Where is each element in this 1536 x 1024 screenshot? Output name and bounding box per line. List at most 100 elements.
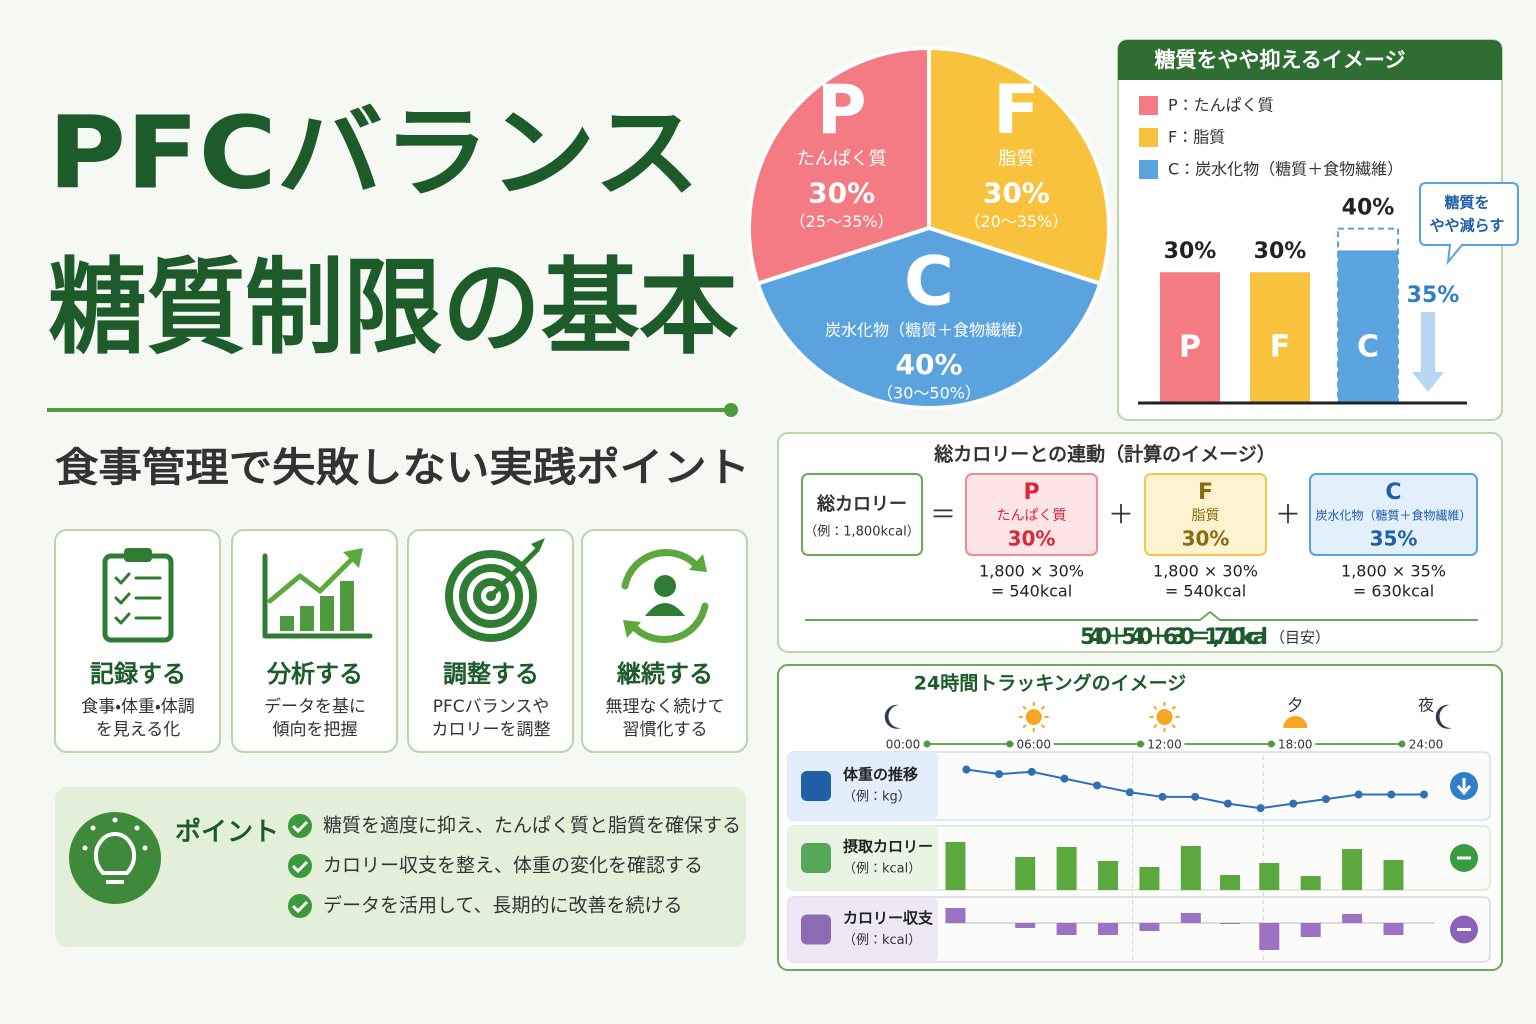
formula-result: = 540kcal [991, 582, 1072, 601]
step-text: 食事・体重・体調 [81, 697, 195, 717]
bar-category: P [1179, 330, 1201, 365]
row-label-bg [788, 897, 938, 962]
icon-cycle-head [689, 554, 707, 572]
panel-title: 総カロリーとの連動（計算のイメージ） [933, 443, 1275, 466]
row-name: 体重の推移 [843, 766, 918, 784]
total-example: （例：1,800kcal） [804, 525, 919, 540]
bar [1015, 857, 1036, 890]
bar [1342, 849, 1363, 890]
icon-moon [1435, 704, 1452, 729]
pie-range: （30〜50%） [877, 384, 981, 403]
step-title: 分析する [266, 660, 363, 688]
macro-box [965, 473, 1098, 556]
tick-dot [1006, 740, 1014, 748]
icon-check [114, 592, 131, 605]
bar [1342, 914, 1363, 923]
icon-moon [884, 704, 901, 729]
icon-sun [1025, 709, 1042, 725]
tick-label-bg [1144, 736, 1185, 752]
period-label: 夜 [1418, 696, 1434, 715]
legend-label: P：たんぱく質 [1168, 96, 1274, 115]
tick-dot [923, 740, 931, 748]
row-name: カロリー収支 [843, 909, 933, 927]
x-tick-label: 18:00 [1278, 738, 1313, 752]
step-text: 傾向を把握 [273, 720, 358, 740]
pie-name: 脂質 [998, 149, 1034, 170]
check-circle [288, 894, 312, 918]
subtitle: 食事管理で失敗しない実践ポイント [55, 445, 750, 491]
panel-header [1118, 40, 1502, 80]
down-arrow [1412, 312, 1444, 392]
tick-dot [1398, 740, 1406, 748]
icon-bar [320, 596, 334, 631]
row-label-bg [788, 826, 938, 890]
tick-dot [1137, 740, 1144, 748]
icon-sun [1156, 709, 1173, 725]
pie-letter: P [817, 71, 867, 150]
icon-sun-ray [1153, 724, 1158, 729]
check-mark [291, 820, 309, 834]
weight-point [1158, 792, 1167, 801]
icon-dart [488, 548, 539, 599]
pie-range: （20〜35%） [964, 212, 1068, 231]
bar-value-label: 40% [1342, 196, 1395, 221]
formula: 1,800 × 35% [1341, 562, 1446, 581]
bar [1220, 875, 1241, 890]
macro-name: 脂質 [1192, 507, 1220, 524]
bar-category: F [1270, 330, 1291, 365]
bar [1383, 860, 1404, 890]
legend-label: C：炭水化物（糖質＋食物繊維） [1168, 160, 1403, 179]
icon-sunset [1283, 716, 1308, 728]
icon-person-body [645, 603, 685, 616]
icon-cycle-head [623, 620, 641, 638]
bar [1220, 923, 1241, 924]
bar [1250, 272, 1310, 403]
step-text: 習慣化する [623, 720, 708, 740]
bar-adjusted [1338, 250, 1398, 403]
check-mark [291, 900, 309, 914]
divider-dot [724, 403, 738, 417]
legend-swatch [1139, 128, 1158, 147]
bar [1300, 876, 1321, 890]
bar [945, 908, 966, 923]
x-tick-label: 06:00 [1016, 738, 1051, 752]
icon-dart-tail [531, 538, 545, 552]
icon-sun-ray [1040, 724, 1046, 729]
macro-box [1309, 473, 1478, 556]
title-line: 糖質制限の基本 [48, 246, 739, 368]
point-item: 糖質を適度に抑え、たんぱく質と脂質を確保する [323, 815, 741, 837]
icon-sun-ray [1022, 705, 1027, 710]
row-unit: （例：kcal） [843, 862, 921, 877]
bar [1139, 867, 1160, 890]
macro-name: 炭水化物（糖質＋食物繊維） [1315, 508, 1471, 523]
weight-point [1387, 790, 1396, 799]
x-tick-label: 00:00 [886, 738, 921, 752]
weight-point [1093, 781, 1102, 790]
icon-arrowhead [343, 548, 363, 568]
macro-percent: 30% [1008, 527, 1056, 551]
bar-value-label: 30% [1254, 239, 1307, 264]
operator: ＋ [1275, 501, 1301, 531]
row-name: 摂取カロリー [843, 838, 933, 856]
step-title: 記録する [90, 660, 186, 688]
icon-check [114, 572, 131, 585]
operator: ＝ [930, 501, 956, 531]
weight-point [1420, 790, 1428, 799]
icon-trend [267, 553, 358, 604]
legend-swatch [1139, 96, 1158, 115]
bar [1383, 923, 1404, 935]
operator: ＋ [1108, 501, 1134, 531]
row-icon [801, 843, 831, 873]
icon-axis [262, 553, 373, 639]
total-box [801, 473, 923, 556]
point-item: データを活用して、長期的に改善を続ける [323, 895, 682, 917]
row-unit: （例：kcal） [843, 933, 921, 948]
pie-name: 炭水化物（糖質＋食物繊維） [825, 321, 1033, 340]
tick-label-bg [883, 736, 923, 752]
bulb-ray [112, 817, 118, 823]
bulb-ray [82, 845, 88, 851]
pie-value: 30% [808, 177, 875, 210]
tick-label-bg [1013, 736, 1054, 752]
pie-name: たんぱく質 [797, 149, 887, 170]
tick-dot [1267, 740, 1275, 748]
